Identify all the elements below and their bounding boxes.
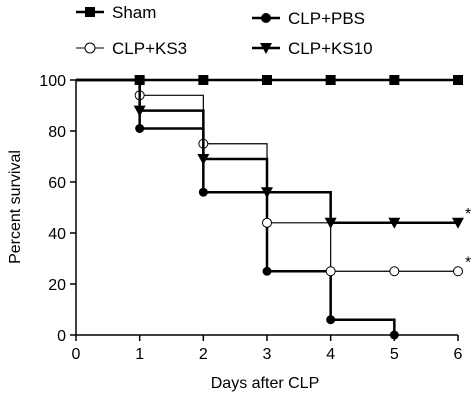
data-point — [388, 217, 401, 229]
y-tick-label: 60 — [48, 175, 66, 192]
data-point — [326, 315, 336, 325]
legend: Sham CLP+PBS CLP+KS3 CLP+KS10 — [76, 3, 373, 58]
y-tick-label: 40 — [48, 226, 66, 243]
legend-item-clp-ks3: CLP+KS3 — [76, 39, 187, 58]
y-tick-label: 0 — [57, 328, 66, 345]
filled-triangle-down-icon — [260, 43, 272, 54]
data-point — [133, 105, 146, 117]
data-point — [453, 266, 463, 277]
data-point — [261, 187, 273, 199]
filled-square-icon — [85, 7, 95, 17]
data-point — [452, 217, 464, 229]
legend-item-clp-ks10: CLP+KS10 — [252, 39, 373, 58]
y-ticks: 0 20 40 60 80 100 — [39, 73, 76, 345]
y-axis-label: Percent survival — [7, 150, 24, 264]
legend-label-clp-pbs: CLP+PBS — [288, 9, 365, 28]
x-axis-label: Days after CLP — [211, 375, 319, 392]
significance-asterisk: * — [465, 206, 471, 223]
significance-asterisk: * — [465, 254, 471, 271]
data-point — [198, 75, 209, 85]
x-tick-label: 3 — [263, 346, 272, 363]
annotations: ** — [465, 206, 471, 271]
data-point — [325, 266, 336, 277]
axes: 0 20 40 60 80 100 0 1 2 3 4 5 6 Days after CLP Perc… — [7, 73, 463, 392]
legend-label-clp-ks3: CLP+KS3 — [112, 39, 187, 58]
legend-item-clp-pbs: CLP+PBS — [252, 9, 365, 28]
series-clp-ks10 — [76, 78, 464, 229]
data-point — [262, 75, 272, 85]
x-tick-label: 5 — [390, 346, 399, 363]
data-point — [262, 266, 272, 276]
series-clp-pbs — [76, 78, 399, 340]
data-point — [262, 217, 272, 228]
series-line-clp-pbs — [76, 78, 396, 335]
data-point — [197, 154, 210, 166]
x-tick-label: 1 — [135, 346, 144, 363]
plot-area — [76, 75, 464, 340]
data-point — [324, 217, 337, 229]
data-point — [389, 330, 399, 340]
data-point — [198, 187, 208, 197]
data-point — [325, 75, 336, 85]
x-tick-label: 0 — [72, 346, 81, 363]
open-circle-icon — [84, 42, 96, 54]
data-point — [389, 266, 400, 277]
legend-label-sham: Sham — [112, 3, 156, 22]
x-tick-label: 2 — [199, 346, 208, 363]
y-tick-label: 20 — [48, 277, 66, 294]
x-ticks: 0 1 2 3 4 5 6 — [72, 335, 463, 363]
y-tick-label: 80 — [48, 124, 66, 141]
data-point — [135, 123, 145, 133]
filled-circle-icon — [261, 13, 271, 23]
series-line-clp-ks10 — [76, 78, 458, 225]
x-tick-label: 6 — [454, 346, 463, 363]
x-tick-label: 4 — [326, 346, 335, 363]
data-point — [389, 75, 400, 85]
y-tick-label: 100 — [39, 73, 66, 90]
series-clp-ks3 — [76, 79, 463, 277]
data-point — [453, 75, 463, 85]
legend-label-clp-ks10: CLP+KS10 — [288, 39, 373, 58]
legend-item-sham: Sham — [76, 3, 156, 22]
